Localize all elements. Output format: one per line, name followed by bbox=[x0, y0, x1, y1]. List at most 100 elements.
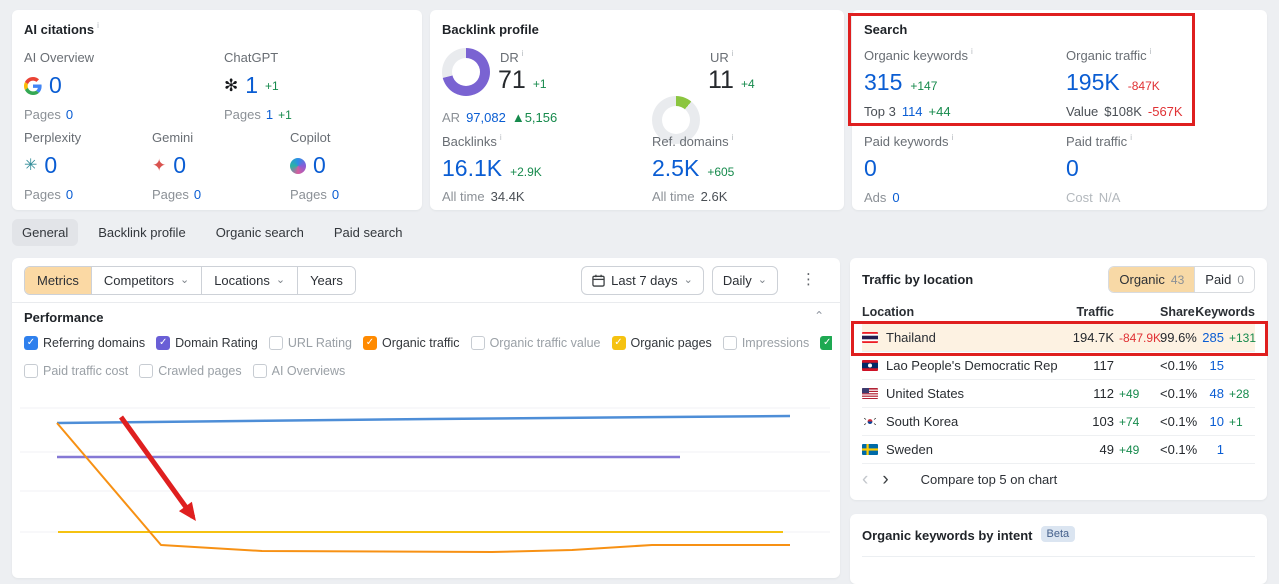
perplexity-count[interactable]: 0 bbox=[44, 152, 58, 178]
location-row-thailand[interactable]: Thailand 194.7K -847.9K 99.6% 285 +131 bbox=[862, 324, 1256, 352]
search-panel: Search Organic keywords 315 +147 Top 3 1… bbox=[852, 10, 1267, 210]
col-location: Location bbox=[862, 304, 915, 319]
paid-traffic-value[interactable]: 0 bbox=[1066, 155, 1079, 181]
metric-label: ChatGPT bbox=[224, 50, 279, 65]
metric-checkbox-paid-traffic[interactable]: ✓Paid traffic bbox=[820, 336, 832, 350]
metric-checkbox-paid-traffic-cost[interactable]: Paid traffic cost bbox=[24, 364, 128, 378]
location-row-sweden[interactable]: Sweden 49 +49 <0.1% 1 bbox=[862, 436, 1255, 464]
chatgpt-delta: +1 bbox=[265, 78, 279, 93]
alltime-label: All time bbox=[442, 189, 485, 204]
top3-label: Top 3 bbox=[864, 104, 896, 119]
prev-page-chevron-icon[interactable]: ‹ bbox=[862, 469, 869, 490]
competitors-filter-button[interactable]: Competitors ⌄ bbox=[90, 267, 202, 294]
gemini-count[interactable]: 0 bbox=[173, 152, 187, 178]
metric-checkbox-organic-pages[interactable]: ✓ Organic pages bbox=[611, 336, 712, 350]
ref-domains-value[interactable]: 2.5K bbox=[652, 155, 700, 181]
ads-label: Ads bbox=[864, 190, 887, 205]
pages-count[interactable]: 1 bbox=[265, 107, 274, 122]
metric-checkbox-domain-rating[interactable]: ✓ Domain Rating bbox=[156, 336, 258, 350]
dr-label: DR bbox=[500, 50, 521, 65]
checked-checkbox-icon: ✓ bbox=[24, 336, 38, 350]
country-name: South Korea bbox=[886, 414, 959, 429]
organic-paid-toggle: Organic 43 Paid 0 bbox=[1108, 266, 1255, 293]
organic-keywords-value[interactable]: 315 bbox=[864, 69, 903, 95]
value-amount: $108K bbox=[1104, 104, 1142, 119]
next-page-chevron-icon[interactable]: › bbox=[882, 469, 889, 490]
tab-general[interactable]: General bbox=[12, 219, 79, 246]
divider bbox=[12, 302, 840, 303]
perplexity-icon: ✳ bbox=[24, 156, 38, 174]
location-pager: ‹ › Compare top 5 on chart bbox=[862, 470, 1057, 489]
ar-value[interactable]: 97,082 bbox=[466, 110, 506, 125]
metrics-filter-button[interactable]: Metrics bbox=[25, 267, 91, 294]
locations-filter-button[interactable]: Locations ⌄ bbox=[201, 267, 298, 294]
metric-checkbox-row-1: ✓ Referring domains ✓ Domain Rating URL Rati… bbox=[24, 336, 832, 350]
ur-value: 11 bbox=[708, 66, 734, 94]
copilot-count[interactable]: 0 bbox=[313, 152, 326, 178]
country-name: Sweden bbox=[886, 442, 933, 457]
performance-line-chart[interactable] bbox=[12, 380, 840, 563]
metric-checkbox-impressions[interactable]: Impressions bbox=[722, 336, 809, 350]
calendar-icon bbox=[592, 274, 605, 287]
ref-domains-delta: +605 bbox=[707, 165, 735, 179]
unchecked-checkbox-icon bbox=[252, 364, 267, 378]
organic-toggle-button[interactable]: Organic 43 bbox=[1109, 267, 1195, 292]
ads-value[interactable]: 0 bbox=[892, 190, 900, 205]
performance-title: Performance bbox=[24, 310, 104, 325]
location-row-laos[interactable]: Lao People's Democratic Rep 117 <0.1% 15 bbox=[862, 352, 1255, 380]
location-row-united-states[interactable]: United States 112 +49 <0.1% 48 +28 bbox=[862, 380, 1255, 408]
tab-backlink-profile[interactable]: Backlink profile bbox=[98, 225, 186, 240]
metric-checkbox-label: URL Rating bbox=[287, 336, 352, 350]
traffic-delta: -847.9K bbox=[1119, 330, 1162, 345]
tab-organic-search[interactable]: Organic search bbox=[215, 225, 304, 240]
metric-checkbox-organic-traffic[interactable]: ✓ Organic traffic bbox=[362, 336, 460, 350]
dr-donut-chart bbox=[442, 48, 490, 96]
metric-checkbox-ai-overviews[interactable]: AI Overviews bbox=[252, 364, 345, 378]
backlink-profile-title: Backlink profile bbox=[442, 22, 539, 37]
granularity-button[interactable]: Daily ⌄ bbox=[711, 266, 778, 295]
chatgpt-count[interactable]: 1 bbox=[245, 72, 259, 98]
pages-count[interactable]: 0 bbox=[65, 187, 74, 202]
more-options-kebab-icon[interactable]: ⋮ bbox=[801, 271, 816, 288]
backlinks-value[interactable]: 16.1K bbox=[442, 155, 503, 181]
metric-checkbox-organic-traffic-value[interactable]: Organic traffic value bbox=[470, 336, 601, 350]
metric-checkbox-label: Referring domains bbox=[43, 336, 146, 350]
compare-top5-link[interactable]: Compare top 5 on chart bbox=[920, 472, 1058, 487]
paid-count-badge: 0 bbox=[1237, 273, 1244, 287]
keywords-value[interactable]: 15 bbox=[1209, 358, 1224, 373]
top3-value[interactable]: 114 bbox=[901, 104, 923, 119]
keywords-value[interactable]: 10 bbox=[1209, 414, 1224, 429]
share-value: <0.1% bbox=[1160, 414, 1198, 429]
years-filter-button[interactable]: Years bbox=[297, 267, 355, 294]
collapse-chevron-icon[interactable]: ⌄ bbox=[813, 308, 824, 322]
organic-count-badge: 43 bbox=[1170, 273, 1185, 287]
tab-paid-search[interactable]: Paid search bbox=[333, 225, 403, 240]
date-range-button[interactable]: Last 7 days ⌄ bbox=[581, 266, 704, 295]
chevron-down-icon: ⌄ bbox=[275, 274, 286, 286]
ai-citation-copilot: Copilot 0 Pages 0 bbox=[290, 130, 339, 202]
pages-count[interactable]: 0 bbox=[65, 107, 74, 122]
ref-domains-label: Ref. domains bbox=[652, 134, 734, 149]
keywords-value[interactable]: 285 bbox=[1202, 330, 1224, 345]
metric-checkbox-referring-domains[interactable]: ✓ Referring domains bbox=[24, 336, 145, 350]
ai-overview-count[interactable]: 0 bbox=[49, 72, 62, 98]
pages-count[interactable]: 0 bbox=[193, 187, 202, 202]
unchecked-checkbox-icon bbox=[722, 336, 737, 350]
keywords-value[interactable]: 1 bbox=[1216, 442, 1224, 457]
metric-checkbox-label: Domain Rating bbox=[175, 336, 258, 350]
checked-checkbox-icon: ✓ bbox=[820, 336, 832, 350]
paid-keywords-value[interactable]: 0 bbox=[864, 155, 877, 181]
pages-count[interactable]: 0 bbox=[331, 187, 340, 202]
metric-checkbox-url-rating[interactable]: URL Rating bbox=[268, 336, 352, 350]
pages-label: Pages bbox=[290, 187, 327, 202]
location-row-south-korea[interactable]: South Korea 103 +74 <0.1% 10 +1 bbox=[862, 408, 1255, 436]
metric-checkbox-crawled-pages[interactable]: Crawled pages bbox=[139, 364, 242, 378]
flag-united-states-icon bbox=[862, 388, 878, 399]
flag-laos-icon bbox=[862, 360, 878, 371]
paid-toggle-button[interactable]: Paid 0 bbox=[1194, 267, 1254, 292]
organic-traffic-value[interactable]: 195K bbox=[1066, 69, 1120, 95]
keywords-value[interactable]: 48 bbox=[1209, 386, 1224, 401]
metric-label: Copilot bbox=[290, 130, 331, 145]
ar-delta: ▲5,156 bbox=[511, 110, 558, 125]
ai-citations-title: AI citations bbox=[24, 22, 96, 37]
